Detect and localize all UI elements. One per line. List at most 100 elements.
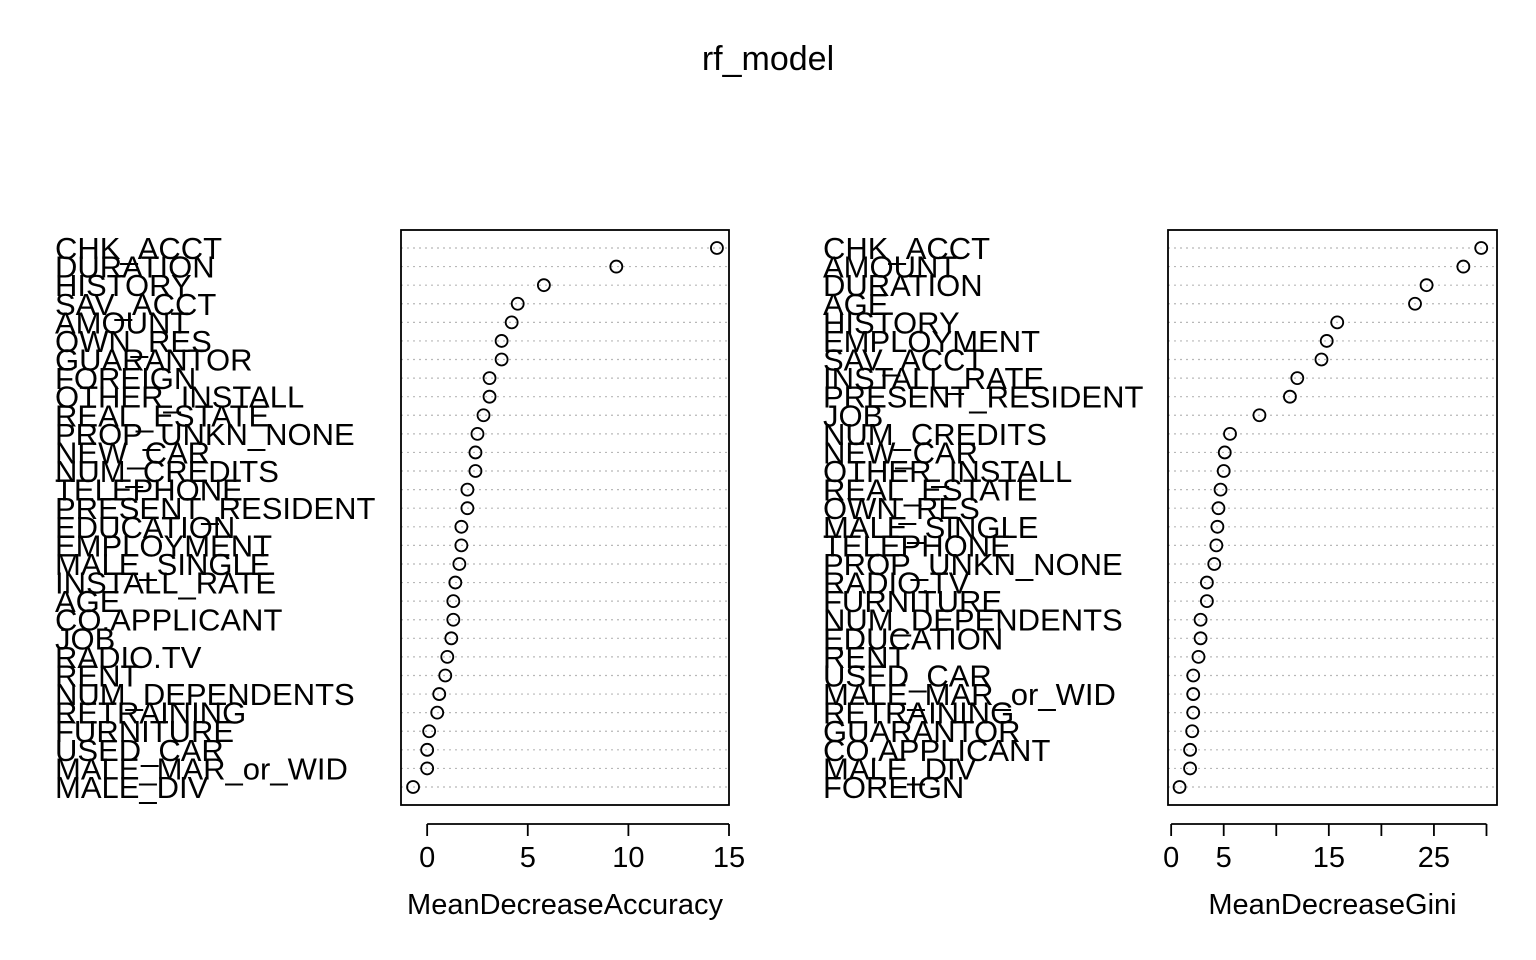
accuracy-x-tick-label: 5 xyxy=(520,842,536,874)
gini-data-point xyxy=(1193,631,1208,646)
gini-plot-frame xyxy=(1167,229,1498,806)
accuracy-data-point xyxy=(444,631,459,646)
gini-category-label: AGE xyxy=(823,287,888,322)
gini-data-point xyxy=(1185,724,1200,739)
accuracy-category-label: SAV_ACCT xyxy=(55,287,216,322)
accuracy-category-label: RENT xyxy=(55,658,139,693)
gini-data-point xyxy=(1213,482,1228,497)
accuracy-category-label: RADIO.TV xyxy=(55,640,202,675)
accuracy-category-label: NUM_DEPENDENTS xyxy=(55,677,355,712)
accuracy-category-label: AGE xyxy=(55,584,120,619)
accuracy-data-point xyxy=(406,780,420,794)
accuracy-category-label: USED_CAR xyxy=(55,733,224,768)
accuracy-category-label: NUM_CREDITS xyxy=(55,454,279,489)
accuracy-data-point xyxy=(710,241,724,255)
accuracy-data-point xyxy=(504,315,519,330)
accuracy-category-label: DURATION xyxy=(55,250,215,285)
accuracy-category-label: CO.APPLICANT xyxy=(55,603,282,638)
accuracy-data-point xyxy=(438,668,453,683)
accuracy-category-label: FURNITURE xyxy=(55,714,234,749)
gini-category-label: TELEPHONE xyxy=(823,528,1011,563)
gini-data-point xyxy=(1183,742,1197,757)
accuracy-category-label: OWN_RES xyxy=(55,324,212,359)
gini-data-point xyxy=(1211,501,1226,516)
gini-category-label: FOREIGN xyxy=(823,770,964,805)
gini-data-point xyxy=(1199,575,1214,590)
gini-category-label: OWN_RES xyxy=(823,491,980,526)
accuracy-category-label: GUARANTOR xyxy=(55,343,253,378)
gini-data-point xyxy=(1330,315,1345,330)
gini-category-label: AMOUNT xyxy=(823,250,957,285)
gini-data-point xyxy=(1183,761,1197,776)
accuracy-data-point xyxy=(476,408,491,423)
accuracy-category-label: INSTALL_RATE xyxy=(55,566,276,601)
gini-data-point xyxy=(1474,241,1489,255)
gini-data-point xyxy=(1207,557,1222,571)
gini-data-point xyxy=(1252,408,1267,423)
accuracy-panel: CHK_ACCTDURATIONHISTORYSAV_ACCTAMOUNTOWN… xyxy=(55,229,745,921)
accuracy-category-label: PROP_UNKN_NONE xyxy=(55,417,355,452)
gini-category-label: SAV_ACCT xyxy=(823,343,984,378)
gini-x-tick-label: 5 xyxy=(1216,842,1232,874)
gini-category-label: RETRAINING xyxy=(823,696,1014,731)
accuracy-data-point xyxy=(482,389,497,404)
accuracy-data-point xyxy=(446,612,461,627)
accuracy-category-label: REAL_ESTATE xyxy=(55,398,269,433)
accuracy-data-point xyxy=(494,334,509,348)
accuracy-x-tick-label: 10 xyxy=(612,842,644,874)
gini-category-label: OTHER_INSTALL xyxy=(823,454,1072,489)
gini-x-axis-label: MeanDecreaseGini xyxy=(1208,889,1456,921)
accuracy-category-label: OTHER_INSTALL xyxy=(55,380,304,415)
gini-panel: CHK_ACCTAMOUNTDURATIONAGEHISTORYEMPLOYME… xyxy=(823,229,1498,921)
accuracy-data-point xyxy=(460,482,475,497)
gini-data-point xyxy=(1456,259,1471,274)
accuracy-data-point xyxy=(420,761,435,776)
gini-data-point xyxy=(1186,687,1201,701)
gini-category-label: EMPLOYMENT xyxy=(823,324,1040,359)
accuracy-category-label: CHK_ACCT xyxy=(55,231,222,266)
accuracy-data-point xyxy=(454,538,469,553)
accuracy-data-point xyxy=(536,278,551,293)
gini-category-label: DURATION xyxy=(823,268,983,303)
accuracy-category-label: EMPLOYMENT xyxy=(55,528,272,563)
gini-category-label: JOB xyxy=(823,398,883,433)
gini-data-point xyxy=(1408,296,1422,311)
accuracy-data-point xyxy=(448,575,463,590)
gini-data-point xyxy=(1209,538,1224,553)
gini-data-point xyxy=(1210,519,1225,534)
accuracy-data-point xyxy=(460,501,475,516)
accuracy-category-label: RETRAINING xyxy=(55,696,246,731)
gini-data-point xyxy=(1319,334,1334,348)
gini-category-label: NUM_DEPENDENTS xyxy=(823,603,1123,638)
gini-x-tick-label: 0 xyxy=(1163,842,1179,874)
gini-category-label: NUM_CREDITS xyxy=(823,417,1047,452)
gini-data-point xyxy=(1419,278,1434,293)
gini-data-point xyxy=(1216,464,1231,478)
accuracy-x-axis-label: MeanDecreaseAccuracy xyxy=(407,889,723,921)
gini-data-point xyxy=(1186,668,1201,683)
gini-x-tick-label: 15 xyxy=(1313,842,1345,874)
gini-category-label: HISTORY xyxy=(823,305,960,340)
gini-category-label: MALE_MAR_or_WID xyxy=(823,677,1116,712)
gini-data-point xyxy=(1314,352,1329,367)
gini-category-label: MALE_SINGLE xyxy=(823,510,1038,545)
gini-category-label: RADIO.TV xyxy=(823,566,970,601)
gini-category-label: INSTALL_RATE xyxy=(823,361,1044,396)
gini-category-label: PRESENT_RESIDENT xyxy=(823,380,1143,415)
accuracy-category-label: MALE_SINGLE xyxy=(55,547,270,582)
accuracy-data-point xyxy=(430,705,445,720)
gini-category-label: REAL_ESTATE xyxy=(823,473,1037,508)
accuracy-category-label: EDUCATION xyxy=(55,510,235,545)
figure-title: rf_model xyxy=(702,40,834,78)
accuracy-category-label: PRESENT_RESIDENT xyxy=(55,491,375,526)
gini-data-point xyxy=(1193,612,1208,627)
accuracy-data-point xyxy=(468,464,483,478)
accuracy-data-point xyxy=(446,594,461,609)
accuracy-data-point xyxy=(482,371,497,386)
accuracy-data-point xyxy=(440,649,455,664)
gini-category-label: NEW_CAR xyxy=(823,435,978,470)
gini-data-point xyxy=(1191,649,1206,664)
accuracy-data-point xyxy=(510,296,525,311)
accuracy-category-label: MALE_MAR_or_WID xyxy=(55,751,348,786)
